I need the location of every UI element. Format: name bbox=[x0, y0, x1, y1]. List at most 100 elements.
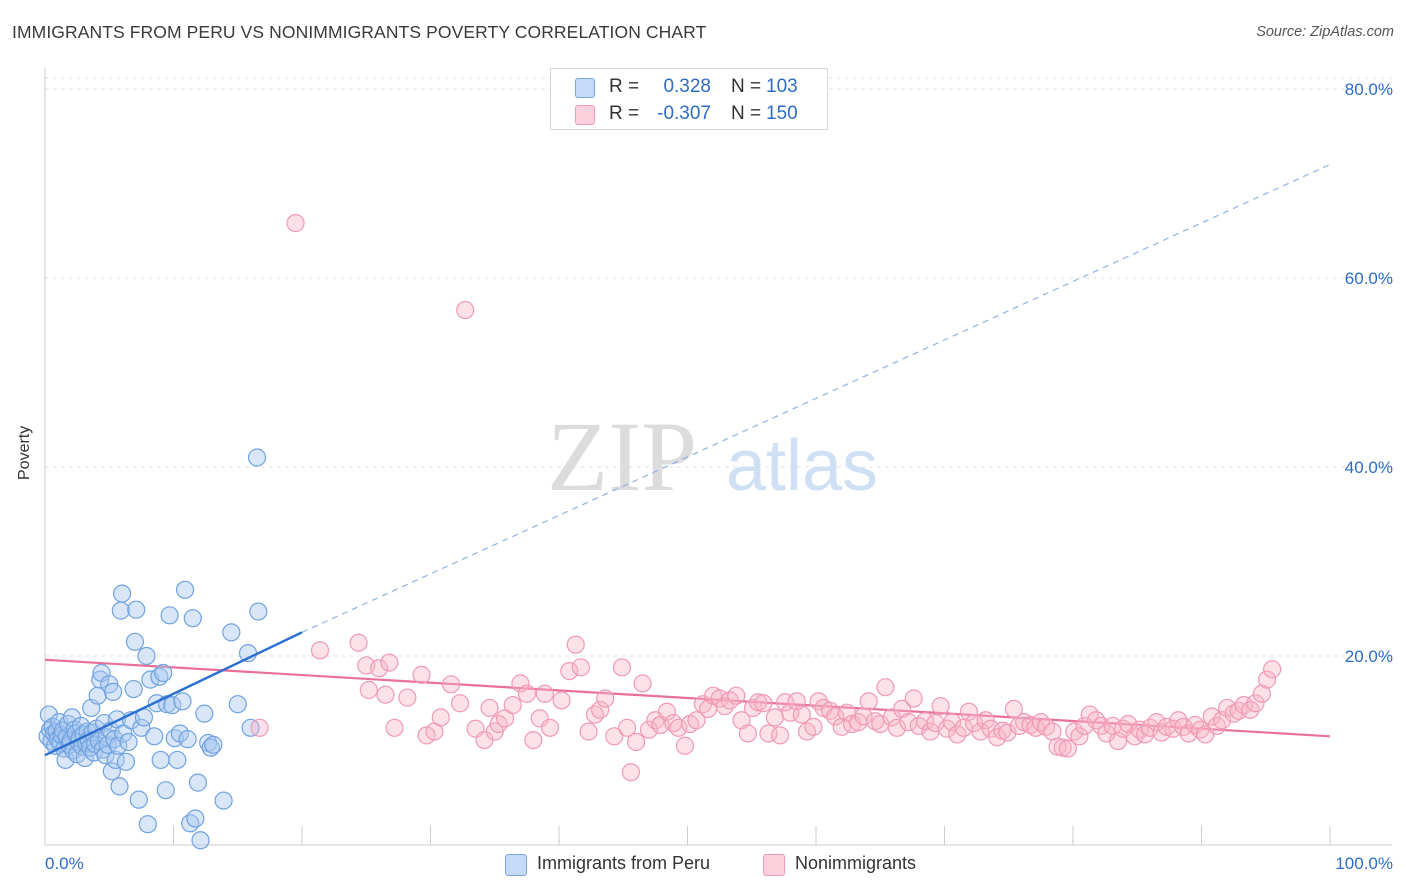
data-point bbox=[349, 633, 368, 652]
data-point bbox=[781, 703, 800, 722]
stats-n-value: 150 bbox=[766, 103, 798, 124]
data-point bbox=[998, 723, 1017, 742]
data-point bbox=[102, 762, 121, 781]
watermark-atlas: atlas bbox=[726, 426, 878, 506]
data-point bbox=[183, 609, 202, 628]
data-point bbox=[96, 746, 115, 765]
data-point bbox=[175, 580, 195, 599]
data-point bbox=[566, 635, 585, 654]
data-point bbox=[626, 732, 646, 752]
data-point bbox=[188, 773, 208, 792]
data-point bbox=[204, 735, 223, 754]
data-point bbox=[754, 694, 773, 713]
data-point bbox=[1152, 723, 1171, 742]
data-point bbox=[503, 696, 522, 715]
watermark: ZIP atlas bbox=[547, 401, 878, 512]
data-point bbox=[605, 727, 624, 746]
legend-label-peru: Immigrants from Peru bbox=[537, 853, 711, 873]
data-point bbox=[137, 646, 156, 666]
data-point bbox=[765, 708, 784, 727]
y-tick-label: 60.0% bbox=[1345, 269, 1393, 288]
y-tick-label: 40.0% bbox=[1345, 458, 1393, 477]
data-point bbox=[160, 606, 179, 625]
source-label: Source: ZipAtlas.com bbox=[1256, 24, 1394, 40]
data-point bbox=[156, 781, 175, 800]
data-point bbox=[715, 696, 734, 716]
data-point bbox=[138, 815, 157, 834]
data-point bbox=[412, 665, 431, 684]
data-point bbox=[441, 675, 461, 694]
series-immigrants-from-peru bbox=[38, 448, 268, 850]
y-tick-label: 80.0% bbox=[1345, 80, 1393, 99]
stats-n-label: N = bbox=[731, 76, 762, 97]
legend-label-nonimmigrants: Nonimmigrants bbox=[795, 853, 917, 873]
data-point bbox=[186, 809, 205, 828]
data-point bbox=[111, 601, 130, 620]
data-point bbox=[560, 661, 579, 681]
data-point bbox=[247, 448, 267, 467]
data-point bbox=[552, 691, 571, 710]
data-point bbox=[876, 678, 895, 697]
trend-line-peru-extrapolated bbox=[301, 163, 1331, 633]
data-point bbox=[749, 693, 768, 712]
data-point bbox=[56, 750, 75, 770]
data-point bbox=[657, 702, 677, 721]
data-point bbox=[178, 730, 197, 749]
data-point bbox=[91, 670, 110, 689]
data-point bbox=[959, 702, 979, 721]
data-point bbox=[669, 718, 688, 737]
data-point bbox=[639, 720, 659, 739]
data-point bbox=[480, 698, 499, 718]
data-point bbox=[310, 641, 330, 660]
data-point bbox=[195, 704, 214, 723]
data-point bbox=[380, 653, 399, 672]
data-point bbox=[173, 692, 192, 711]
data-point bbox=[154, 663, 173, 683]
data-point bbox=[792, 705, 811, 724]
data-point bbox=[1021, 715, 1040, 735]
data-point bbox=[127, 600, 146, 619]
y-tick-label: 20.0% bbox=[1345, 647, 1393, 666]
trend-line-peru bbox=[44, 631, 303, 757]
data-point bbox=[540, 718, 560, 737]
data-point bbox=[431, 708, 450, 727]
data-point bbox=[385, 718, 404, 737]
data-point bbox=[621, 763, 641, 782]
data-point bbox=[743, 698, 763, 718]
stats-swatch-nonimmigrants bbox=[575, 105, 595, 125]
data-point bbox=[370, 659, 389, 678]
data-point bbox=[948, 725, 967, 744]
data-point bbox=[618, 718, 637, 737]
data-point bbox=[168, 750, 187, 770]
data-point bbox=[1053, 738, 1072, 757]
legend-swatch-nonimmigrants bbox=[763, 854, 785, 876]
data-point bbox=[191, 831, 210, 850]
stats-r-label: R = bbox=[609, 103, 640, 124]
watermark-zip: ZIP bbox=[547, 401, 697, 512]
data-point bbox=[675, 736, 695, 755]
data-point bbox=[1147, 713, 1166, 732]
data-point bbox=[398, 688, 417, 707]
data-point bbox=[151, 750, 170, 770]
grid-lines bbox=[45, 77, 1392, 657]
data-point bbox=[517, 684, 536, 703]
data-point bbox=[145, 727, 164, 746]
data-point bbox=[612, 658, 632, 677]
data-point bbox=[727, 686, 746, 705]
data-point bbox=[75, 748, 94, 768]
data-point bbox=[859, 692, 878, 711]
data-point bbox=[163, 696, 182, 715]
data-point bbox=[887, 718, 907, 737]
data-point bbox=[376, 685, 395, 704]
data-point bbox=[826, 707, 845, 726]
data-point bbox=[222, 623, 241, 642]
legend-swatch-peru bbox=[505, 854, 527, 876]
y-axis-label: Poverty bbox=[16, 425, 33, 480]
data-point bbox=[904, 689, 923, 708]
data-point bbox=[286, 214, 305, 233]
data-point bbox=[110, 777, 129, 796]
data-point bbox=[511, 674, 530, 693]
data-point bbox=[112, 584, 132, 603]
data-point bbox=[104, 682, 123, 701]
data-point bbox=[832, 717, 851, 736]
